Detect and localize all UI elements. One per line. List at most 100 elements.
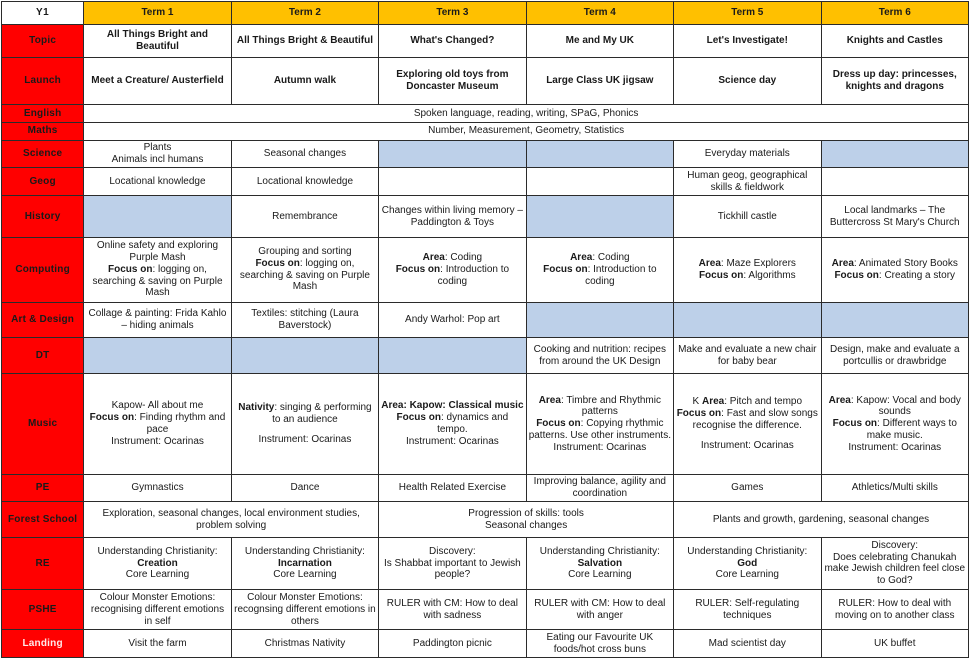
history-term-4 <box>525 195 675 238</box>
re-term-3: Discovery: Is Shabbat important to Jewish… <box>378 536 527 591</box>
history-term-2: Remembrance <box>230 195 380 238</box>
re-term-5: Understanding Christianity: God Core Learn… <box>673 536 822 591</box>
science-term-3 <box>378 139 527 169</box>
topic-term-3: What's Changed? <box>378 23 527 59</box>
row-label-launch: Launch <box>0 57 85 106</box>
table-row-computing: Computing Online safety and exploring Pu… <box>0 236 970 303</box>
row-label-history: History <box>0 195 85 238</box>
term-header-2: Term 2 <box>230 1 380 25</box>
dt-term-6: Design, make and evaluate a portcullis o… <box>820 336 970 375</box>
table-row-topic: Topic All Things Bright and Beautiful Al… <box>0 23 970 59</box>
row-label-dt: DT <box>0 336 85 375</box>
table-row-maths: Maths Number, Measurement, Geometry, Sta… <box>0 121 969 141</box>
table-row-english: English Spoken language, reading, writin… <box>0 104 969 123</box>
table-row-music: Music Kapow- All about me Focus on: Findi… <box>0 373 970 475</box>
geog-term-1: Locational knowledge <box>83 167 232 197</box>
dt-term-2 <box>230 336 380 375</box>
english-all-terms: Spoken language, reading, writing, SPaG,… <box>83 104 969 123</box>
launch-term-6: Dress up day: princesses, knights and dr… <box>820 57 970 106</box>
science-term-4 <box>525 139 675 169</box>
art-term-6 <box>820 301 970 338</box>
table-row-geog: Geog Locational knowledge Locational kno… <box>0 167 970 197</box>
table-row-pe: PE Gymnastics Dance Health Related Exerc… <box>0 473 970 503</box>
computing-term-3: Area: Coding Focus on: Introduction to co… <box>378 236 527 303</box>
science-term-1: Plants Animals incl humans <box>83 139 232 169</box>
row-label-art: Art & Design <box>0 301 85 338</box>
forest-terms-3-4: Progression of skills: tools Seasonal cha… <box>378 501 675 538</box>
topic-term-1: All Things Bright and Beautiful <box>83 23 232 59</box>
table-row-forest: Forest School Exploration, seasonal chan… <box>0 501 969 538</box>
forest-terms-5-6: Plants and growth, gardening, seasonal c… <box>673 501 969 538</box>
geog-term-6 <box>820 167 970 197</box>
landing-term-2: Christmas Nativity <box>230 629 380 658</box>
row-label-pe: PE <box>0 473 85 503</box>
row-label-re: RE <box>0 536 85 591</box>
landing-term-3: Paddington picnic <box>378 629 527 658</box>
music-term-4: Area: Timbre and Rhythmic patterns Focus … <box>525 373 675 475</box>
landing-term-1: Visit the farm <box>83 629 232 658</box>
history-term-1 <box>83 195 232 238</box>
art-term-4 <box>525 301 675 338</box>
row-label-pshe: PSHE <box>0 589 85 631</box>
pe-term-2: Dance <box>230 473 380 503</box>
pshe-term-2: Colour Monster Emotions: recognsing diff… <box>230 589 380 631</box>
re-term-2: Understanding Christianity: Incarnation Co… <box>230 536 380 591</box>
launch-term-1: Meet a Creature/ Austerfield <box>83 57 232 106</box>
pshe-term-5: RULER: Self-regulating techniques <box>673 589 822 631</box>
re-term-4: Understanding Christianity: Salvation Core… <box>525 536 675 591</box>
table-row-landing: Landing Visit the farm Christmas Nativit… <box>0 629 970 658</box>
dt-term-3 <box>378 336 527 375</box>
history-term-5: Tickhill castle <box>673 195 822 238</box>
launch-term-5: Science day <box>673 57 822 106</box>
dt-term-1 <box>83 336 232 375</box>
table-row-re: RE Understanding Christianity: Creation Co… <box>0 536 970 591</box>
term-header-6: Term 6 <box>820 1 970 25</box>
table-row-science: Science Plants Animals incl humans Season… <box>0 139 970 169</box>
history-term-6: Local landmarks – The Buttercross St Mar… <box>820 195 970 238</box>
row-label-forest: Forest School <box>0 501 85 538</box>
row-label-maths: Maths <box>0 121 85 141</box>
maths-all-terms: Number, Measurement, Geometry, Statistic… <box>83 121 969 141</box>
geog-term-5: Human geog, geographical skills & fieldw… <box>673 167 822 197</box>
geog-term-3 <box>378 167 527 197</box>
term-header-3: Term 3 <box>378 1 527 25</box>
launch-term-4: Large Class UK jigsaw <box>525 57 675 106</box>
re-term-6: Discovery: Does celebrating Chanukah make… <box>820 536 970 591</box>
term-header-5: Term 5 <box>673 1 822 25</box>
pshe-term-1: Colour Monster Emotions: recognising dif… <box>83 589 232 631</box>
topic-term-6: Knights and Castles <box>820 23 970 59</box>
history-term-3: Changes within living memory – Paddingto… <box>378 195 527 238</box>
music-term-6: Area: Kapow: Vocal and body sounds Focus … <box>820 373 970 475</box>
art-term-5 <box>673 301 822 338</box>
table-row-art: Art & Design Collage & painting: Frida K… <box>0 301 970 338</box>
music-term-2: Nativity: singing & performing to an aud… <box>230 373 380 475</box>
landing-term-5: Mad scientist day <box>673 629 822 658</box>
year-label: Y1 <box>0 1 85 25</box>
music-term-3: Area: Kapow: Classical music Focus on: dy… <box>378 373 527 475</box>
row-label-science: Science <box>0 139 85 169</box>
pshe-term-6: RULER: How to deal with moving on to ano… <box>820 589 970 631</box>
topic-term-4: Me and My UK <box>525 23 675 59</box>
science-term-6 <box>820 139 970 169</box>
geog-term-4 <box>525 167 675 197</box>
table-row-history: History Remembrance Changes within livin… <box>0 195 970 238</box>
topic-term-5: Let's Investigate! <box>673 23 822 59</box>
row-label-landing: Landing <box>0 629 85 658</box>
dt-term-5: Make and evaluate a new chair for baby b… <box>673 336 822 375</box>
pe-term-3: Health Related Exercise <box>378 473 527 503</box>
pshe-term-4: RULER with CM: How to deal with anger <box>525 589 675 631</box>
row-label-english: English <box>0 104 85 123</box>
art-term-1: Collage & painting: Frida Kahlo – hiding… <box>83 301 232 338</box>
table-header-row: Y1 Term 1 Term 2 Term 3 Term 4 Term 5 Te… <box>0 1 970 25</box>
row-label-geog: Geog <box>0 167 85 197</box>
art-term-2: Textiles: stitching (Laura Baverstock) <box>230 301 380 338</box>
music-term-5: K Area: Pitch and tempo Focus on: Fast an… <box>673 373 822 475</box>
row-label-topic: Topic <box>0 23 85 59</box>
pshe-term-3: RULER with CM: How to deal with sadness <box>378 589 527 631</box>
pe-term-6: Athletics/Multi skills <box>820 473 970 503</box>
geog-term-2: Locational knowledge <box>230 167 380 197</box>
pe-term-5: Games <box>673 473 822 503</box>
term-header-1: Term 1 <box>83 1 232 25</box>
landing-term-4: Eating our Favourite UK foods/hot cross … <box>525 629 675 658</box>
